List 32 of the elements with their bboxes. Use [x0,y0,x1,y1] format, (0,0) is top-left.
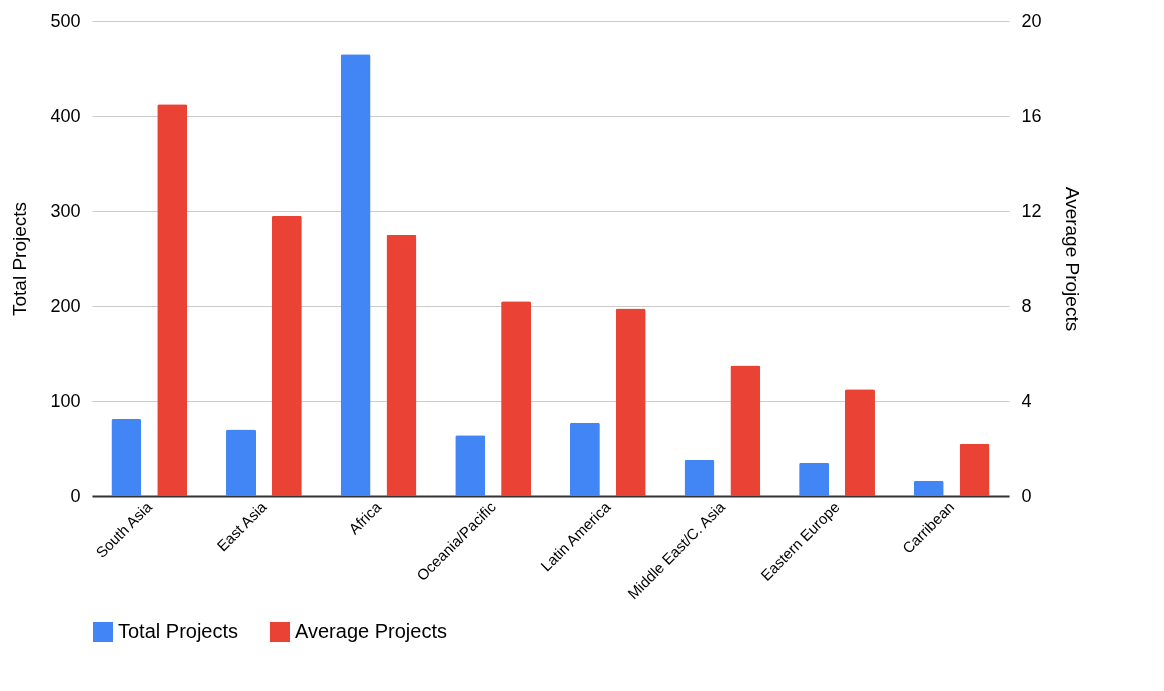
y-axis-title: Total Projects [9,201,31,317]
y-tick-label: 100 [50,390,81,411]
bar [455,435,486,496]
y2-tick-label: 0 [1021,485,1032,506]
y-tick-label: 0 [70,485,81,506]
y2-tick-label: 16 [1021,105,1042,126]
bar [615,308,646,496]
bar [340,54,371,496]
bar [799,462,830,496]
bar [111,419,142,496]
bar [226,429,257,496]
y-tick-label: 400 [50,105,81,126]
legend-label: Total Projects [118,620,239,642]
y-tick-label: 500 [50,10,81,31]
bar [684,459,715,496]
y2-tick-label: 12 [1021,200,1042,221]
bar [959,443,990,496]
bar [386,234,417,496]
bar [730,365,761,496]
legend-label: Average Projects [295,620,447,642]
bar [501,301,532,496]
y2-tick-label: 20 [1021,10,1042,31]
y-tick-label: 200 [50,295,81,316]
bar [569,422,600,496]
y-tick-label: 300 [50,200,81,221]
y2-tick-label: 4 [1021,390,1032,411]
bar [157,104,188,496]
y2-axis-title: Average Projects [1061,186,1083,332]
bar [844,389,875,496]
y2-tick-label: 8 [1021,295,1032,316]
bar [913,480,944,496]
bar [271,215,302,496]
